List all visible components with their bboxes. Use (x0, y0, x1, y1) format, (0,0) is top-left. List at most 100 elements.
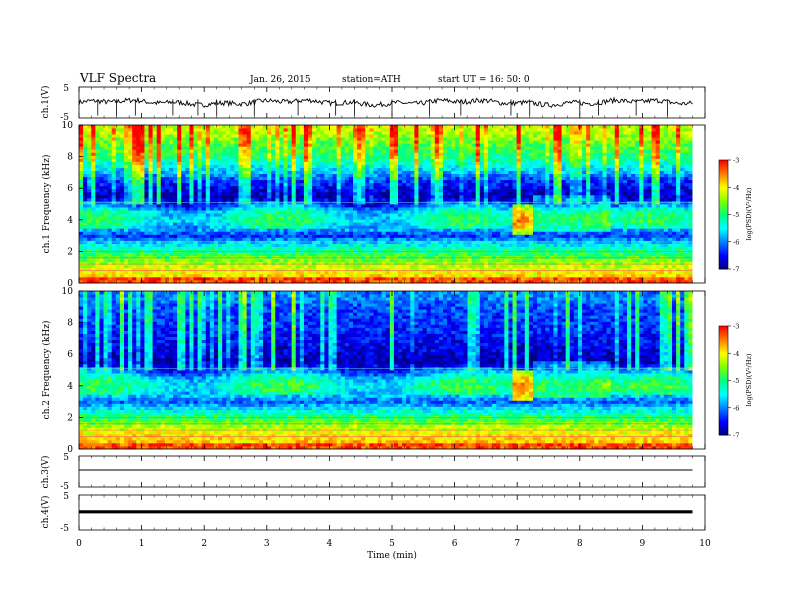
spectrogram-cell (238, 182, 243, 187)
spectrogram-cell (336, 185, 342, 190)
spectrogram-cell (447, 185, 452, 190)
spectrogram-cell (160, 191, 166, 196)
spectrogram-cell (177, 179, 182, 184)
spectrogram-cell (234, 197, 239, 202)
spectrogram-cell (402, 222, 407, 226)
spectrogram-cell (295, 252, 301, 257)
spectrogram-cell (291, 131, 297, 135)
spectrogram-cell (299, 210, 305, 214)
spectrogram-cell (275, 125, 280, 129)
spectrogram-cell (434, 149, 440, 153)
spectrogram-cell (426, 161, 432, 165)
spectrogram-cell (385, 279, 391, 284)
spectrogram-cell (177, 155, 182, 159)
spectrogram-cell (373, 191, 378, 196)
spectrogram-cell (447, 182, 452, 187)
spectrogram-cell (91, 237, 96, 241)
spectrogram-cell (459, 225, 464, 229)
spectrogram-cell (271, 185, 276, 190)
spectrogram-cell (316, 194, 321, 199)
spectrogram-cell (385, 204, 391, 208)
spectrogram-cell (168, 276, 174, 281)
spectrogram-cell (152, 188, 158, 193)
spectrogram-cell (308, 176, 313, 181)
spectrogram-cell (185, 261, 190, 266)
spectrogram-cell (119, 191, 125, 196)
spectrogram-cell (213, 219, 219, 223)
spectrogram-cell (226, 270, 231, 275)
spectrogram-cell (353, 222, 358, 226)
spectrogram-cell (316, 207, 321, 211)
spectrogram-cell (242, 146, 248, 150)
spectrogram-cell (267, 231, 272, 235)
spectrogram-cell (213, 197, 219, 202)
spectrogram-cell (336, 243, 342, 247)
spectrogram-cell (115, 170, 121, 175)
spectrogram-cell (189, 234, 194, 238)
spectrogram-cell (398, 267, 403, 272)
spectrogram-cell (463, 158, 468, 162)
spectrogram-cell (250, 234, 256, 238)
spectrogram-cell (344, 173, 350, 178)
spectrogram-cell (95, 264, 100, 269)
spectrogram-cell (385, 243, 391, 247)
spectrogram-cell (271, 231, 276, 235)
spectrogram-cell (218, 222, 223, 226)
spectrogram-cell (373, 197, 378, 202)
spectrogram-cell (434, 204, 440, 208)
spectrogram-cell (222, 252, 227, 257)
spectrogram-cell (123, 228, 129, 232)
spectrogram-cell (434, 137, 440, 141)
spectrogram-cell (263, 179, 268, 184)
spectrogram-cell (422, 219, 428, 223)
spectrogram-cell (340, 207, 346, 211)
spectrogram-cell (299, 204, 305, 208)
spectrogram-cell (87, 152, 92, 156)
spectrogram-cell (340, 216, 346, 220)
spectrogram-cell (156, 146, 162, 150)
spectrogram-cell (218, 237, 223, 241)
spectrogram-cell (164, 131, 170, 135)
spectrogram-cell (393, 273, 399, 278)
spectrogram-cell (144, 231, 149, 235)
spectrogram-cell (332, 204, 338, 208)
spectrogram-cell (422, 137, 428, 141)
spectrogram-cell (426, 258, 432, 263)
spectrogram-cell (344, 182, 350, 187)
spectrogram-cell (410, 270, 415, 275)
spectrogram-cell (222, 234, 227, 238)
spectrogram-cell (160, 167, 166, 171)
spectrogram-cell (344, 191, 350, 196)
spectrogram-cell (459, 243, 464, 247)
spectrogram-cell (95, 158, 100, 162)
spectrogram-cell (148, 273, 154, 278)
spectrogram-cell (197, 237, 203, 241)
spectrogram-cell (377, 173, 383, 178)
spectrogram-cell (197, 161, 203, 165)
spectrogram-cell (434, 261, 440, 266)
spectrogram-cell (95, 267, 100, 272)
spectrogram-cell (467, 267, 473, 272)
spectrogram-cell (299, 197, 305, 202)
spectrogram-cell (393, 149, 399, 153)
spectrogram-cell (209, 261, 215, 266)
spectrogram-cell (103, 143, 109, 147)
spectrogram-cell (197, 164, 203, 168)
spectrogram-cell (226, 146, 231, 150)
spectrogram-cell (385, 128, 391, 132)
spectrogram-cell (438, 176, 444, 181)
spectrogram-cell (193, 131, 199, 135)
spectrogram-cell (336, 149, 342, 153)
spectrogram-cell (160, 276, 166, 281)
spectrogram-cell (226, 231, 231, 235)
spectrogram-cell (438, 231, 444, 235)
spectrogram-cell (434, 194, 440, 199)
spectrogram-cell (381, 191, 387, 196)
spectrogram-cell (148, 270, 154, 275)
spectrogram-cell (123, 261, 129, 266)
spectrogram-cell (398, 131, 403, 135)
spectrogram-cell (132, 128, 137, 132)
spectrogram-cell (181, 261, 186, 266)
spectrogram-cell (79, 267, 84, 272)
spectrogram-cell (381, 228, 387, 232)
